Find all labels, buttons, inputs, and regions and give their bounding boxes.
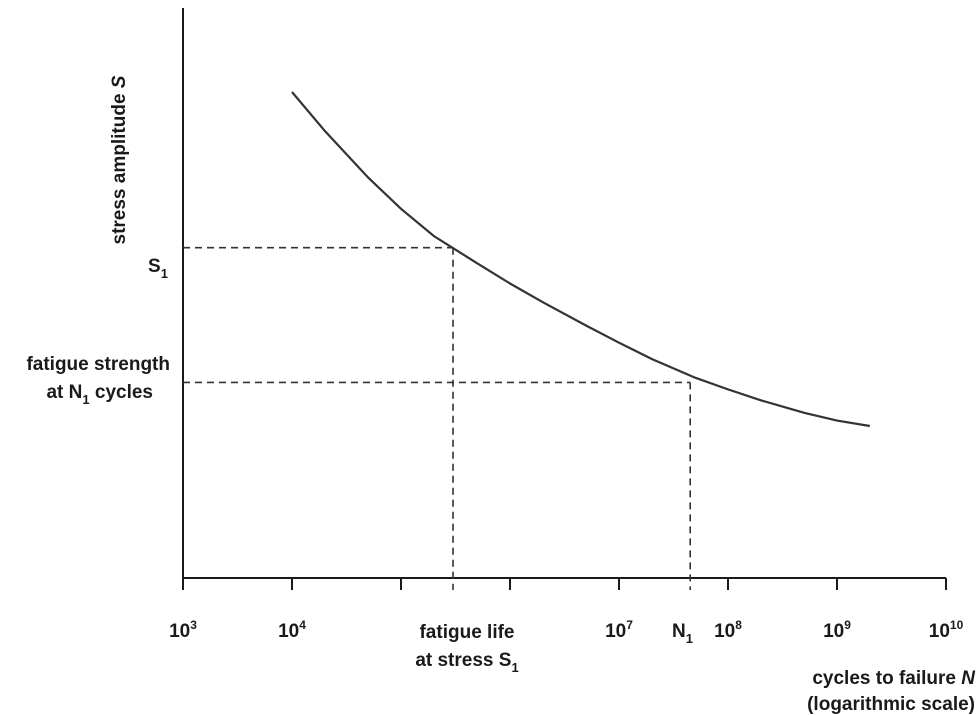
- s1-label-base: S: [148, 256, 161, 277]
- x-tick-label-base: 10: [605, 621, 626, 642]
- x-tick-label-exp: 7: [626, 618, 633, 632]
- fatigue-life-line2: at stress S1: [415, 650, 518, 675]
- x-tick-label-base: 10: [714, 621, 735, 642]
- x-tick-label-exp: 8: [735, 618, 742, 632]
- fatigue-strength-line2: at N1 cycles: [46, 382, 153, 407]
- x-tick-label: 1010: [929, 618, 964, 642]
- x-axis-label-var: N: [961, 668, 976, 689]
- sn-curve: [291, 91, 870, 428]
- fatigue-strength-line2-sub: 1: [82, 392, 89, 407]
- fatigue-life-line1: fatigue life: [419, 622, 514, 643]
- x-tick-label-exp: 10: [950, 618, 964, 632]
- x-tick-label: 109: [823, 618, 851, 642]
- fatigue-life-line2-prefix: at stress S: [415, 650, 511, 671]
- x-tick-label-exp: 9: [844, 618, 851, 632]
- y-axis-label-var: S: [109, 75, 130, 88]
- x-axis-label-line2: (logarithmic scale): [807, 694, 975, 715]
- x-tick-label-exp: 4: [299, 618, 306, 632]
- x-tick-label: 103: [169, 618, 197, 642]
- fatigue-life-line2-sub: 1: [511, 660, 518, 675]
- s1-label: S1: [148, 256, 168, 281]
- x-tick-label: 108: [714, 618, 742, 642]
- fatigue-strength-line1: fatigue strength: [26, 354, 170, 375]
- fatigue-strength-line2-prefix: at N: [46, 382, 82, 403]
- x-tick-label-exp: 3: [190, 618, 197, 632]
- n1-label: N1: [672, 621, 693, 646]
- x-tick-label-base: 10: [929, 621, 950, 642]
- n1-label-base: N: [672, 621, 686, 642]
- x-tick-label-base: 10: [169, 621, 190, 642]
- x-tick-label-base: 10: [823, 621, 844, 642]
- n1-label-sub: 1: [686, 631, 693, 646]
- y-axis-label-text: stress amplitude: [109, 88, 130, 244]
- x-tick-label-base: 10: [278, 621, 299, 642]
- x-tick-label: 104: [278, 618, 306, 642]
- x-ticks: 103 104 107 108 109 1010: [169, 578, 964, 642]
- fatigue-strength-line2-suffix: cycles: [90, 382, 153, 403]
- y-axis-label: stress amplitude S: [109, 75, 130, 244]
- x-axis-label-line1: cycles to failure N: [812, 668, 976, 689]
- x-tick-label: 107: [605, 618, 633, 642]
- x-axis-label-text: cycles to failure: [812, 668, 961, 689]
- s1-label-sub: 1: [161, 266, 168, 281]
